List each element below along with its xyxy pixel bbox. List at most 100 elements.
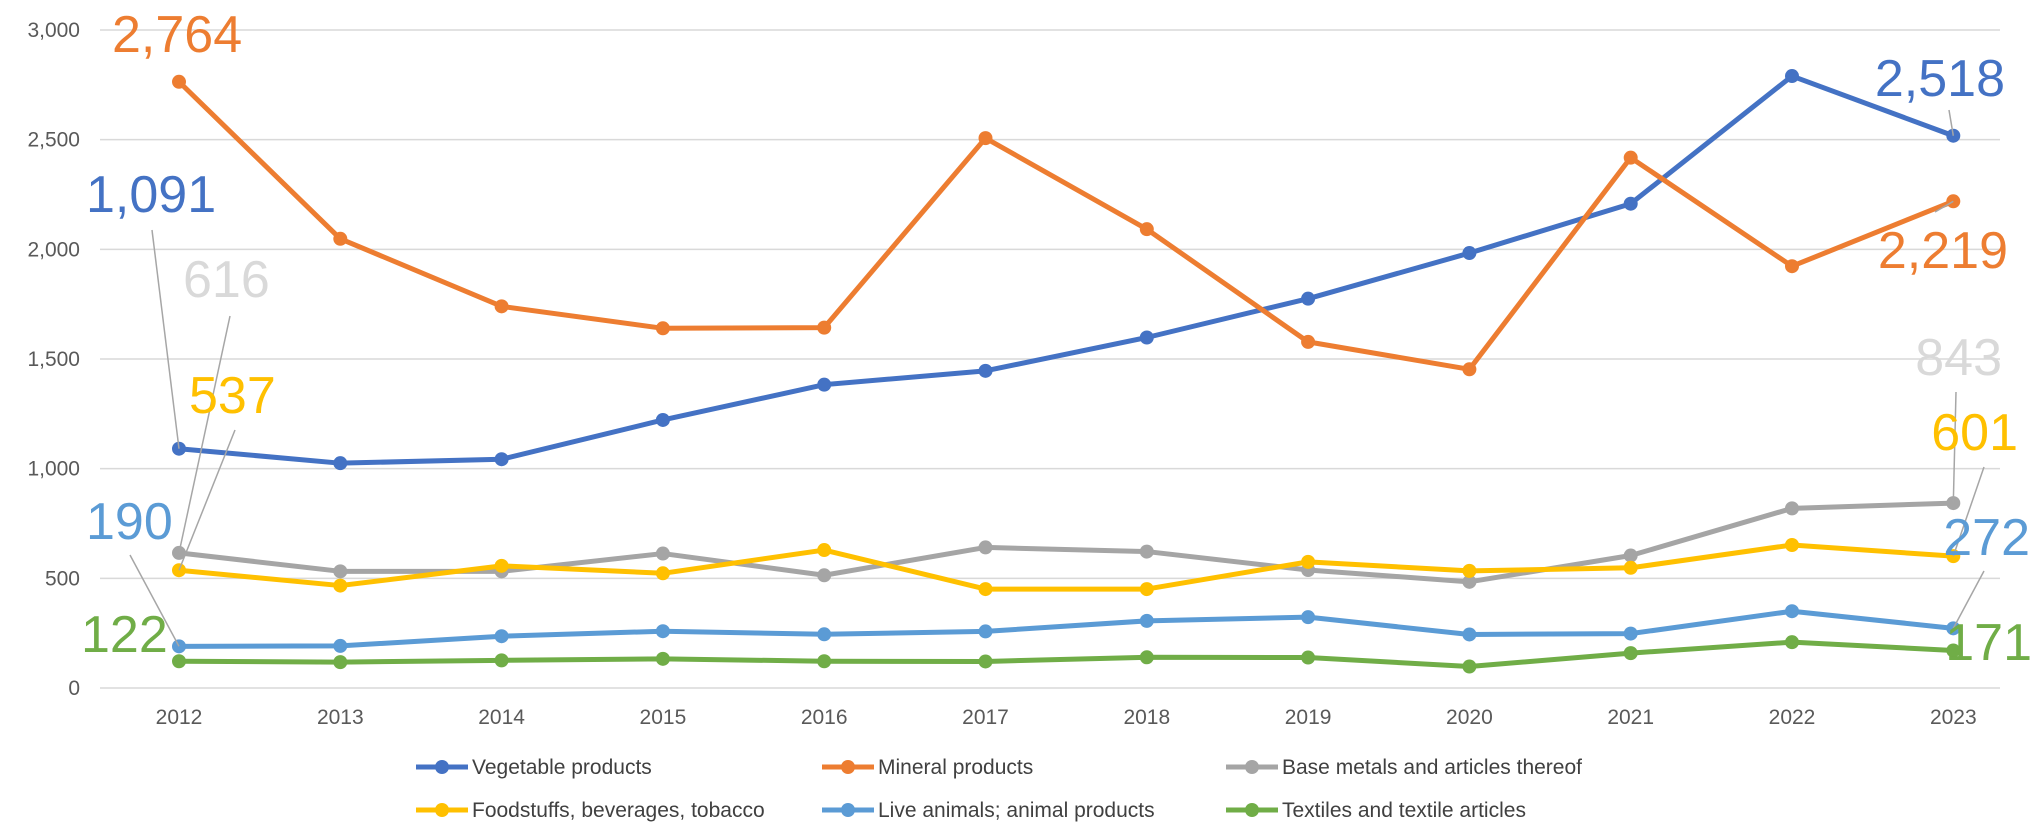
legend-item-base-metals-and-articles-thereof: Base metals and articles thereof <box>1226 756 1582 779</box>
legend-label: Foodstuffs, beverages, tobacco <box>472 799 765 822</box>
data-point <box>1139 330 1154 345</box>
legend-swatch-marker <box>1245 760 1259 774</box>
data-point <box>817 654 832 669</box>
series-line <box>176 79 1956 372</box>
data-label-foodstuffs-beverages-tobacco: 537 <box>189 367 276 425</box>
data-point <box>1785 635 1799 650</box>
data-point <box>978 540 993 555</box>
data-point <box>655 546 670 561</box>
x-tick-label: 2019 <box>1285 706 1332 729</box>
data-label-foodstuffs-beverages-tobacco: 601 <box>1931 404 2018 462</box>
callout-leader-lines <box>129 109 1985 647</box>
data-point <box>978 624 993 639</box>
data-point <box>655 624 670 639</box>
data-point <box>1462 627 1477 642</box>
series-live-animals-animal-products <box>172 604 1961 654</box>
data-point <box>1139 222 1154 237</box>
data-point <box>494 558 509 573</box>
data-label-textiles-and-textile-articles: 171 <box>1945 614 2032 672</box>
data-label-mineral-products: 2,219 <box>1878 222 2008 280</box>
data-point <box>817 627 832 642</box>
series-vegetable-products <box>172 69 1961 471</box>
data-label-base-metals-and-articles-thereof: 843 <box>1915 329 2002 387</box>
legend-label: Textiles and textile articles <box>1282 799 1526 822</box>
legend-swatch-marker <box>1245 803 1259 817</box>
legend-item-mineral-products: Mineral products <box>822 756 1033 779</box>
leader-line <box>1952 570 1985 629</box>
legend: Vegetable products Mineral products Base m… <box>416 756 1582 822</box>
series-line <box>176 73 1956 466</box>
data-label-textiles-and-textile-articles: 122 <box>81 606 168 664</box>
data-point <box>1623 196 1638 211</box>
data-point <box>817 543 832 558</box>
x-tick-label: 2021 <box>1607 706 1654 729</box>
data-point <box>494 653 509 668</box>
leader-line <box>178 429 236 571</box>
data-point <box>1462 574 1477 589</box>
data-point <box>1139 650 1154 665</box>
legend-item-vegetable-products: Vegetable products <box>416 756 652 779</box>
x-tick-label: 2016 <box>801 706 848 729</box>
data-point <box>1462 659 1477 674</box>
data-label-live-animals-animal-products: 272 <box>1943 509 2030 567</box>
data-label-mineral-products: 2,764 <box>112 6 242 64</box>
data-point <box>1301 554 1316 569</box>
x-tick-label: 2023 <box>1930 706 1977 729</box>
leader-line <box>1952 466 1985 557</box>
x-tick-label: 2013 <box>317 706 364 729</box>
data-point <box>978 654 993 669</box>
legend-label: Base metals and articles thereof <box>1282 756 1582 779</box>
y-tick-label: 500 <box>45 567 80 590</box>
leader-line <box>129 554 180 647</box>
data-point <box>1623 548 1638 563</box>
data-point <box>333 231 348 246</box>
data-point <box>1462 362 1477 377</box>
legend-item-textiles-and-textile-articles: Textiles and textile articles <box>1226 799 1526 822</box>
data-label-vegetable-products: 2,518 <box>1875 50 2005 108</box>
x-tick-label: 2020 <box>1446 706 1493 729</box>
legend-label: Mineral products <box>878 756 1033 779</box>
data-point <box>1785 259 1799 274</box>
data-point <box>978 363 993 378</box>
legend-swatch-marker <box>435 803 449 817</box>
y-tick-label: 1,000 <box>27 458 80 481</box>
legend-item-foodstuffs-beverages-tobacco: Foodstuffs, beverages, tobacco <box>416 799 765 822</box>
data-point <box>1462 563 1477 578</box>
data-point <box>1139 582 1154 597</box>
data-point <box>333 456 348 471</box>
data-point <box>1301 291 1316 306</box>
y-axis: 0 500 1,000 1,500 2,000 2,500 3,000 <box>27 19 80 700</box>
data-point <box>494 629 509 644</box>
data-point <box>333 638 348 653</box>
leader-line <box>1952 391 1957 504</box>
leader-line <box>151 229 180 449</box>
data-point <box>655 412 670 427</box>
data-point <box>333 655 348 670</box>
data-point <box>1785 501 1799 516</box>
data-point <box>333 564 348 579</box>
data-label-vegetable-products: 1,091 <box>86 166 216 224</box>
data-point <box>1139 544 1154 559</box>
legend-label: Live animals; animal products <box>878 799 1155 822</box>
data-point <box>1785 604 1799 619</box>
x-tick-label: 2014 <box>478 706 525 729</box>
data-point <box>1301 610 1316 625</box>
data-point <box>1139 613 1154 628</box>
series-line <box>176 542 1956 592</box>
legend-label: Vegetable products <box>472 756 652 779</box>
data-point <box>1623 560 1638 575</box>
legend-swatch-marker <box>435 760 449 774</box>
series-line <box>176 639 1956 670</box>
series-line <box>176 608 1956 649</box>
data-point <box>978 131 993 146</box>
data-point <box>172 654 186 669</box>
y-tick-label: 2,000 <box>27 238 80 261</box>
leader-line <box>178 315 231 554</box>
y-tick-label: 2,500 <box>27 129 80 152</box>
data-label-base-metals-and-articles-thereof: 616 <box>183 251 270 309</box>
legend-swatch-marker <box>841 760 855 774</box>
y-tick-label: 3,000 <box>27 19 80 42</box>
series-textiles-and-textile-articles <box>172 635 1961 674</box>
x-tick-label: 2022 <box>1769 706 1816 729</box>
